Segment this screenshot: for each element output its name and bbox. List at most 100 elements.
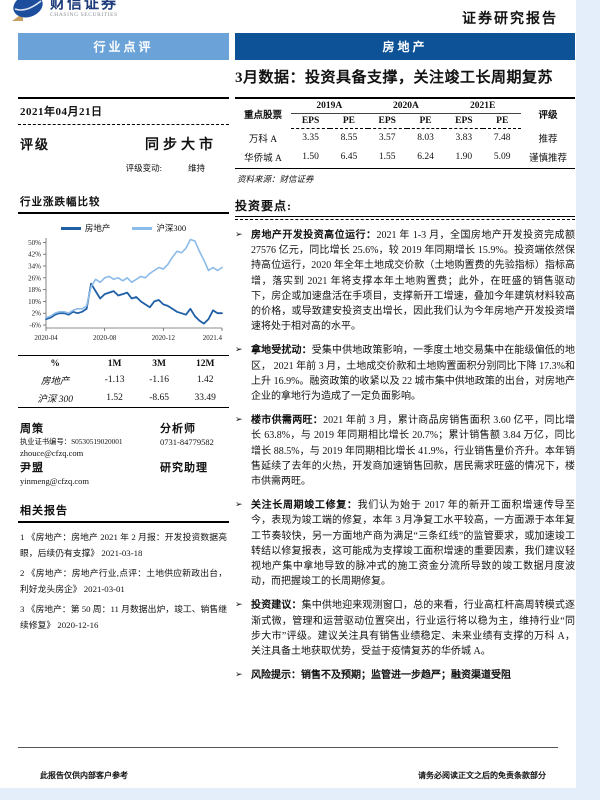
stock-cell: 1.90 bbox=[444, 147, 484, 169]
subcol-pe: PE bbox=[330, 113, 368, 129]
band-industry: 房地产 bbox=[235, 33, 575, 60]
related-reports-title: 相关报告 bbox=[18, 502, 229, 523]
stock-cell: 1.55 bbox=[367, 147, 407, 169]
stock-rating: 推荐 bbox=[538, 135, 558, 145]
list-item: ➢ 关注长周期竣工修复：我们认为始于 2017 年的新开工面积增速传导至今，表现… bbox=[235, 498, 575, 589]
svg-text:2020-12: 2020-12 bbox=[152, 334, 176, 342]
footer-disclaimer-note: 请务必阅读正文之后的免责条款部分 bbox=[418, 771, 546, 780]
assistant-role: 研究助理 bbox=[160, 462, 208, 474]
perf-col-3m: 3M bbox=[152, 359, 166, 369]
stock-cell: 7.48 bbox=[493, 133, 511, 144]
svg-text:42%: 42% bbox=[28, 251, 41, 259]
table-row: 万科 A 3.35 8.55 3.57 8.03 3.83 7.48 推荐 bbox=[235, 129, 575, 148]
bullet-lead: 房地产开发投资高位运行： bbox=[251, 230, 377, 241]
key-stocks-table: 重点股票 2019A 2020A 2021E 评级 EPS PE EPS PE … bbox=[235, 97, 575, 169]
footer-internal-note: 此报告仅供内部客户参考 bbox=[40, 771, 128, 780]
subcol-eps: EPS bbox=[444, 113, 484, 129]
perf-cell: 1.42 bbox=[196, 375, 214, 385]
rating-row: 评级 同步大市 bbox=[18, 125, 229, 154]
perf-row-industry-name: 房地产 bbox=[40, 377, 70, 387]
perf-cell: -1.13 bbox=[104, 375, 125, 385]
analyst-email: zhouce@cfzq.com bbox=[20, 448, 84, 458]
data-source-note: 资料来源：财信证券 bbox=[237, 174, 314, 184]
perf-cell: 1.52 bbox=[106, 393, 123, 403]
right-column: 重点股票 2019A 2020A 2021E 评级 EPS PE EPS PE … bbox=[235, 97, 575, 692]
bullet-text: 集中供地迎来观测窗口，总的来看，行业高杠杆高周转模式逐渐式微，管理和运营驱动位置… bbox=[251, 600, 576, 658]
list-item: ➢ 投资建议：集中供地迎来观测窗口，总的来看，行业高杠杆高周转模式逐渐式微，管理… bbox=[235, 598, 575, 659]
logo-cn: 财信证券 bbox=[50, 0, 119, 12]
stock-table-subheader: EPS PE EPS PE EPS PE bbox=[235, 113, 575, 129]
stock-col-name: 重点股票 bbox=[243, 110, 282, 121]
footer-divider bbox=[18, 747, 558, 748]
bullet-lead: 楼市供需两旺： bbox=[251, 415, 324, 427]
chart-title: 行业涨跌幅比较 bbox=[18, 194, 229, 214]
list-item: 3 《房地产：第 50 周：11 月数据出炉，竣工、销售继续修复》 2020-1… bbox=[20, 604, 227, 630]
stock-cell: 3.35 bbox=[302, 133, 319, 144]
perf-row-index-name: 沪深 300 bbox=[37, 395, 73, 405]
investment-points-list: ➢ 房地产开发投资高位运行：2021 年 1-3 月，全国房地产开发投资完成额 … bbox=[235, 228, 575, 683]
stock-col-2020: 2020A bbox=[367, 98, 445, 114]
list-item: ➢ 楼市供需两旺：2021 年前 3 月，累计商品房销售面积 3.60 亿平，同… bbox=[235, 413, 575, 489]
stock-cell: 8.03 bbox=[417, 133, 434, 144]
svg-text:18%: 18% bbox=[28, 286, 41, 294]
analyst-block: 周策 分析师 执业证书编号：S0530519020001 0731-847795… bbox=[18, 420, 229, 486]
subcol-pe: PE bbox=[483, 113, 521, 129]
stock-cell: 6.45 bbox=[330, 147, 368, 169]
svg-text:26%: 26% bbox=[28, 274, 41, 282]
svg-text:2020-04: 2020-04 bbox=[34, 334, 58, 342]
list-item: ➢ 房地产开发投资高位运行：2021 年 1-3 月，全国房地产开发投资完成额 … bbox=[235, 228, 575, 334]
performance-table: % 1M 3M 12M 房地产 -1.13 -1.16 1.42 沪深 300 … bbox=[18, 355, 229, 408]
rating-label: 评级 bbox=[20, 137, 51, 152]
analyst-cert: 执业证书编号：S0530519020001 bbox=[20, 437, 123, 446]
report-type-label: 证券研究报告 bbox=[462, 12, 558, 27]
svg-text:2020-08: 2020-08 bbox=[93, 334, 117, 342]
legend-swatch-industry-icon bbox=[60, 226, 81, 230]
svg-text:10%: 10% bbox=[28, 298, 41, 306]
stock-cell: 8.55 bbox=[340, 133, 358, 144]
stock-name: 万科 A bbox=[248, 135, 278, 145]
svg-text:-6%: -6% bbox=[29, 322, 41, 330]
bullet-lead: 拿地受扰动： bbox=[251, 345, 312, 357]
stock-cell: 3.83 bbox=[455, 133, 473, 144]
table-row: 华侨城 A 1.50 6.45 1.55 6.24 1.90 5.09 谨慎推荐 bbox=[235, 147, 575, 169]
band-report-category: 行业点评 bbox=[18, 33, 229, 60]
bullet-text: 我们认为始于 2017 年的新开工面积增速传导至今，表现为竣工端的修复，本年 3… bbox=[251, 500, 576, 588]
trend-chart-svg: 50% 42% 34% 26% 18% 10% 2% -6% 2020-04 2020-08 202… bbox=[28, 238, 223, 342]
list-item: ➢ 拿地受扰动：受集中供地政策影响，一季度土地交易集中在能级偏低的地区， 202… bbox=[235, 343, 575, 404]
rating-change-row: 评级变动: 维持 bbox=[18, 154, 229, 174]
legend-swatch-index-icon bbox=[132, 226, 153, 230]
subcol-eps: EPS bbox=[367, 113, 407, 129]
legend-label-industry: 房地产 bbox=[84, 223, 111, 233]
analyst-phone: 0731-84779582 bbox=[160, 437, 214, 447]
assistant-name: 尹盟 bbox=[20, 462, 44, 474]
arrow-bullet-icon: ➢ bbox=[235, 669, 243, 680]
left-column: 2021年04月21日 评级 同步大市 评级变动: 维持 行业涨跌幅比较 房地产… bbox=[18, 97, 229, 637]
perf-cell: -8.65 bbox=[149, 393, 170, 403]
arrow-bullet-icon: ➢ bbox=[235, 599, 243, 610]
stock-cell: 5.09 bbox=[483, 147, 521, 169]
bullet-text: 2021 年前 3 月，累计商品房销售面积 3.60 亿平，同比增长 63.8%… bbox=[251, 415, 576, 488]
rating-change-label: 评级变动: bbox=[125, 163, 162, 173]
assistant-email: yinmeng@cfzq.com bbox=[20, 476, 89, 486]
stock-rating: 谨慎推荐 bbox=[521, 147, 575, 169]
stock-col-2019: 2019A bbox=[291, 98, 368, 114]
bullet-text: 受集中供地政策影响，一季度土地交易集中在能级偏低的地区， 2021 年前 3 月… bbox=[251, 345, 576, 403]
arrow-bullet-icon: ➢ bbox=[235, 229, 243, 239]
stock-cell: 3.57 bbox=[378, 133, 396, 144]
legend-item-index: 沪深300 bbox=[132, 222, 186, 234]
subcol-eps: EPS bbox=[291, 113, 331, 129]
analyst-name: 周策 bbox=[20, 423, 44, 435]
related-reports-list: 1 《房地产：房地产 2021 年 2 月报：开发投资数据亮眼，后续仍有支撑》 … bbox=[18, 529, 229, 633]
report-page: 财信证券 CHASING SECURITIES 证券研究报告 行业点评 房地产 … bbox=[0, 0, 576, 788]
company-logo: 财信证券 CHASING SECURITIES bbox=[10, 0, 118, 23]
arrow-bullet-icon: ➢ bbox=[235, 344, 243, 355]
performance-table-header: % 1M 3M 12M bbox=[18, 356, 229, 372]
table-row: 沪深 300 1.52 -8.65 33.49 bbox=[18, 389, 229, 408]
dashed-divider bbox=[235, 219, 575, 220]
stock-cell: 1.50 bbox=[291, 147, 331, 169]
svg-text:2%: 2% bbox=[32, 310, 42, 318]
stock-cell: 6.24 bbox=[406, 147, 445, 169]
list-item: 1 《房地产：房地产 2021 年 2 月报：开发投资数据亮眼，后续仍有支撑》 … bbox=[20, 532, 227, 558]
arrow-bullet-icon: ➢ bbox=[235, 499, 243, 510]
svg-text:34%: 34% bbox=[28, 263, 41, 271]
